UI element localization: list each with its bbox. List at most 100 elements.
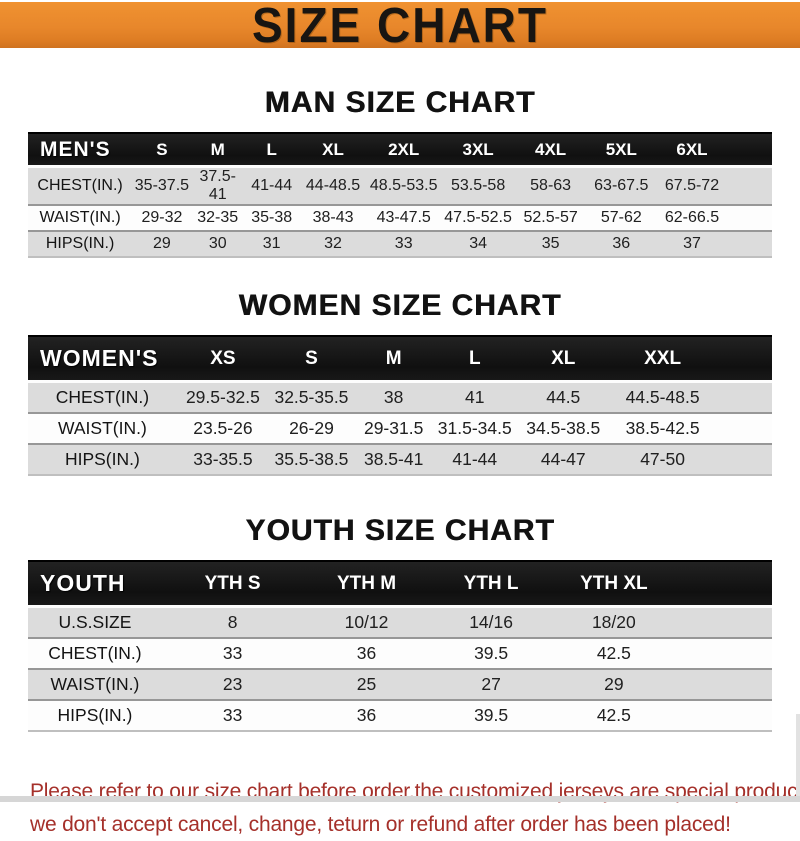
table-row-chest: CHEST(IN.) 33 36 39.5 42.5 <box>28 637 772 669</box>
column-header: L <box>433 335 517 383</box>
youth-table-title: YOUTH <box>28 560 162 608</box>
table-cell: 33-35.5 <box>176 443 270 476</box>
table-cell: 30 <box>191 230 244 258</box>
table-cell: 44.5-48.5 <box>625 387 700 407</box>
mens-header-row: MEN'S S M L XL 2XL 3XL 4XL 5XL 6XL <box>28 132 772 168</box>
column-header: YTH XL <box>552 560 676 608</box>
mens-size-table: MEN'S S M L XL 2XL 3XL 4XL 5XL 6XL CHEST… <box>28 132 772 258</box>
table-cell: 48.5-53.5 <box>369 177 438 194</box>
row-label: HIPS(IN.) <box>28 230 133 258</box>
right-edge-strip <box>796 714 800 796</box>
youth-section-heading: YOUTH SIZE CHART <box>245 514 555 547</box>
mens-table-title: MEN'S <box>28 132 133 168</box>
table-row-waist: WAIST(IN.) 29-32 32-35 35-38 38-43 43-47… <box>28 204 772 231</box>
row-label: WAIST(IN.) <box>28 668 162 700</box>
column-header: YTH M <box>303 560 430 608</box>
table-cell: 41-44 <box>433 443 517 476</box>
table-cell: 37.5-41 <box>199 168 236 203</box>
column-header: XL <box>516 335 611 383</box>
table-row-waist: WAIST(IN.) 23 25 27 29 <box>28 668 772 700</box>
disclaimer-line-2: we don't accept cancel, change, teturn o… <box>30 812 731 836</box>
size-chart-banner: SIZE CHART <box>0 1 800 49</box>
table-row-hips: HIPS(IN.) 29 30 31 32 33 34 35 36 37 <box>28 230 772 258</box>
empty-cell <box>714 412 772 444</box>
table-cell: 36 <box>303 637 430 669</box>
womens-table-title: WOMEN'S <box>28 335 177 383</box>
table-cell: 53.5-58 <box>450 177 506 194</box>
table-cell: 38.5-41 <box>353 443 434 476</box>
table-cell: 58-63 <box>530 177 572 194</box>
womens-size-table: WOMEN'S XS S M L XL XXL CHEST(IN.) 29.5-… <box>28 335 772 476</box>
table-row-hips: HIPS(IN.) 33-35.5 35.5-38.5 38.5-41 41-4… <box>28 443 772 476</box>
table-cell: 29-31.5 <box>353 412 434 444</box>
column-header: L <box>243 132 300 168</box>
table-cell: 44.5 <box>546 387 581 407</box>
column-header: 2XL <box>366 132 441 168</box>
empty-cell <box>675 668 772 700</box>
table-cell: 42.5 <box>552 699 676 732</box>
table-cell: 33 <box>161 637 304 669</box>
table-cell: 43-47.5 <box>366 204 441 231</box>
table-cell: 29 <box>132 230 192 258</box>
table-row-chest: CHEST(IN.) 35-37.5 37.5-41 41-44 44-48.5… <box>28 166 772 205</box>
table-cell: 44-48.5 <box>305 177 361 194</box>
column-header: 5XL <box>585 132 657 168</box>
row-label: CHEST(IN.) <box>55 387 150 407</box>
row-label: HIPS(IN.) <box>28 699 162 732</box>
row-label: CHEST(IN.) <box>37 177 123 194</box>
table-cell: 62-66.5 <box>656 204 728 231</box>
empty-cell <box>675 607 772 639</box>
table-row-waist: WAIST(IN.) 23.5-26 26-29 29-31.5 31.5-34… <box>28 412 772 444</box>
empty-cell <box>727 204 772 231</box>
row-label: U.S.SIZE <box>58 612 132 632</box>
table-cell: 23 <box>161 668 304 700</box>
table-row-us-size: U.S.SIZE 8 10/12 14/16 18/20 <box>28 606 772 639</box>
table-cell: 32.5-35.5 <box>274 387 349 407</box>
empty-cell <box>715 382 772 414</box>
table-cell: 35-38 <box>243 204 300 231</box>
table-cell: 25 <box>303 668 430 700</box>
table-cell: 34.5-38.5 <box>516 412 611 444</box>
man-section-heading: MAN SIZE CHART <box>264 86 536 119</box>
table-cell: 63-67.5 <box>594 177 649 194</box>
table-cell: 35 <box>515 230 586 258</box>
column-header: 4XL <box>515 132 586 168</box>
column-header: YTH L <box>429 560 553 608</box>
table-cell: 33 <box>161 699 304 732</box>
disclaimer-line-1: Please refer to our size chart before or… <box>30 780 800 803</box>
row-label: WAIST(IN.) <box>28 204 133 231</box>
table-cell: 32 <box>299 230 367 258</box>
table-cell: 44-47 <box>516 443 611 476</box>
table-cell: 31.5-34.5 <box>433 412 517 444</box>
table-cell: 18/20 <box>591 612 636 632</box>
table-cell: 8 <box>227 612 238 632</box>
table-cell: 39.5 <box>429 637 553 669</box>
empty-cell <box>675 637 772 669</box>
table-cell: 14/16 <box>469 612 513 632</box>
table-cell: 36 <box>585 230 657 258</box>
column-header: YTH S <box>161 560 304 608</box>
table-cell: 35-37.5 <box>134 177 190 194</box>
table-cell: 35.5-38.5 <box>269 443 354 476</box>
table-cell: 47-50 <box>610 443 715 476</box>
table-cell: 31 <box>243 230 300 258</box>
column-header: XL <box>299 132 367 168</box>
column-header: 3XL <box>440 132 516 168</box>
table-cell: 41 <box>465 387 485 407</box>
column-header: M <box>353 335 434 383</box>
row-label: HIPS(IN.) <box>28 443 177 476</box>
table-cell: 38.5-42.5 <box>610 412 715 444</box>
empty-cell <box>675 699 772 732</box>
table-cell: 10/12 <box>344 612 389 632</box>
row-label: CHEST(IN.) <box>28 637 162 669</box>
table-cell: 26-29 <box>269 412 354 444</box>
column-header: M <box>191 132 244 168</box>
empty-cell <box>727 230 772 258</box>
table-cell: 29 <box>552 668 676 700</box>
table-cell: 33 <box>366 230 441 258</box>
womens-header-row: WOMEN'S XS S M L XL XXL <box>28 335 772 383</box>
table-row-hips: HIPS(IN.) 33 36 39.5 42.5 <box>28 699 772 732</box>
row-label: WAIST(IN.) <box>28 412 177 444</box>
table-row-chest: CHEST(IN.) 29.5-32.5 32.5-35.5 38 41 44.… <box>28 381 772 414</box>
